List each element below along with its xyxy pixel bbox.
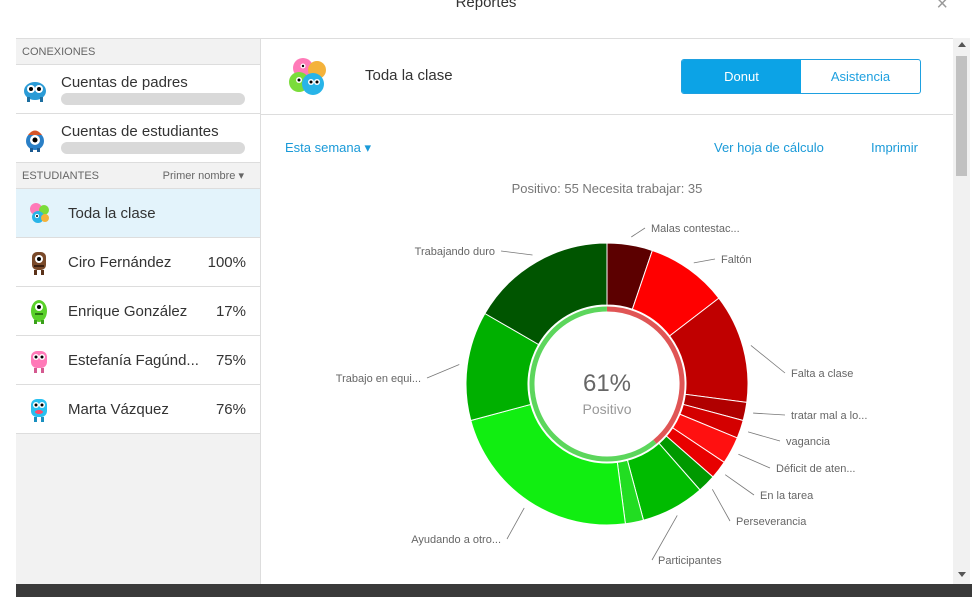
slice-label: Faltón [721, 254, 752, 266]
label-leader-line [693, 258, 716, 264]
label-leader-line [500, 250, 533, 256]
connection-item-students[interactable]: Cuentas de estudiantes [16, 114, 260, 163]
print-link[interactable]: Imprimir [871, 140, 918, 155]
label-leader-line [724, 474, 755, 496]
vertical-scrollbar[interactable] [953, 38, 970, 584]
parent-monster-icon [24, 82, 46, 102]
attendance-tab[interactable]: Asistencia [830, 69, 891, 84]
label-leader-line [506, 507, 525, 540]
student-percentage: 75% [215, 352, 246, 369]
blue-monster-icon [31, 399, 47, 422]
connection-progress-bar [61, 142, 245, 154]
student-percentage: 76% [215, 401, 246, 418]
slice-label: Ayudando a otro... [411, 534, 501, 546]
label-leader-line [712, 489, 731, 522]
sort-dropdown[interactable]: Primer nombre ▾ [163, 169, 254, 182]
label-leader-line [753, 412, 786, 416]
slice-label: Malas contestac... [651, 223, 740, 235]
student-name: Enrique González [68, 303, 188, 320]
label-leader-line [651, 515, 678, 561]
label-leader-line [631, 227, 646, 238]
connections-header: CONEXIONES [16, 39, 260, 65]
student-name: Marta Vázquez [68, 401, 169, 418]
center-percentage: 61% [583, 370, 631, 397]
label-leader-line [738, 453, 771, 469]
spreadsheet-link[interactable]: Ver hoja de cálculo [714, 140, 824, 155]
donut-chart: Malas contestac... Faltón Falta a clase tra… [336, 223, 868, 567]
student-item[interactable]: Enrique González 17% [16, 287, 260, 336]
class-group-icon [289, 58, 326, 95]
green-monster-icon [31, 300, 47, 324]
class-group-icon [30, 203, 49, 223]
pink-monster-icon [31, 351, 47, 373]
caret-down-icon: ▾ [364, 140, 372, 155]
behavior-summary: Positivo: 55 Necesita trabajar: 35 [511, 181, 703, 196]
class-header: Toda la clase Donut Asistencia [261, 39, 953, 115]
student-item[interactable]: Ciro Fernández 100% [16, 238, 260, 287]
student-item[interactable]: Estefanía Fagúnd... 75% [16, 336, 260, 385]
scroll-down-icon[interactable] [958, 572, 966, 577]
modal-title: Reportes [455, 0, 517, 11]
report-main: Toda la clase Donut Asistencia Esta sema… [261, 38, 953, 584]
caret-down-icon: ▾ [238, 170, 244, 182]
student-name: Estefanía Fagúnd... [68, 352, 199, 369]
label-leader-line [747, 431, 781, 442]
slice-label: Participantes [658, 555, 722, 567]
connection-progress-bar [61, 93, 245, 105]
class-title: Toda la clase [365, 67, 453, 84]
center-label: Positivo [582, 401, 631, 417]
sort-label: Primer nombre [162, 170, 236, 182]
student-item[interactable]: Marta Vázquez 76% [16, 385, 260, 434]
positive-ring [529, 306, 657, 462]
connection-label: Cuentas de padres [61, 74, 188, 91]
view-toggle: Donut Asistencia [681, 59, 921, 94]
slice-label: Trabajando duro [415, 246, 495, 258]
period-dropdown[interactable]: Esta semana ▾ [285, 140, 371, 156]
student-percentage: 100% [207, 254, 246, 271]
student-item-class[interactable]: Toda la clase [16, 189, 260, 238]
student-name: Toda la clase [68, 205, 156, 222]
slice-label: Perseverancia [736, 516, 807, 528]
student-name: Ciro Fernández [68, 254, 172, 271]
slice-label: tratar mal a lo... [791, 410, 867, 422]
close-icon[interactable]: × [936, 0, 948, 15]
bottom-bar [16, 584, 972, 597]
slice-label: Déficit de aten... [776, 463, 856, 475]
student-monster-icon [26, 130, 44, 152]
student-percentage: 17% [215, 303, 246, 320]
slice-label: vagancia [786, 436, 831, 448]
brown-monster-icon [32, 252, 46, 275]
donut-slice[interactable] [484, 242, 608, 346]
connection-item-parents[interactable]: Cuentas de padres [16, 65, 260, 114]
donut-slice[interactable] [470, 403, 626, 526]
negative-ring [606, 306, 685, 444]
slice-label: Falta a clase [791, 368, 853, 380]
donut-tab[interactable]: Donut [682, 60, 801, 93]
students-header-label: ESTUDIANTES [22, 169, 100, 182]
period-label: Esta semana [285, 140, 361, 155]
label-leader-line [426, 364, 460, 379]
slice-label: Trabajo en equi... [336, 373, 421, 385]
scroll-up-icon[interactable] [958, 42, 966, 47]
connection-label: Cuentas de estudiantes [61, 123, 219, 140]
sidebar: CONEXIONES Cuentas de padres Cuentas de … [16, 38, 261, 584]
connections-header-label: CONEXIONES [22, 45, 96, 58]
scrollbar-thumb[interactable] [956, 56, 967, 176]
label-leader-line [750, 345, 786, 374]
slice-label: En la tarea [760, 490, 814, 502]
students-header: ESTUDIANTES Primer nombre ▾ [16, 163, 260, 189]
